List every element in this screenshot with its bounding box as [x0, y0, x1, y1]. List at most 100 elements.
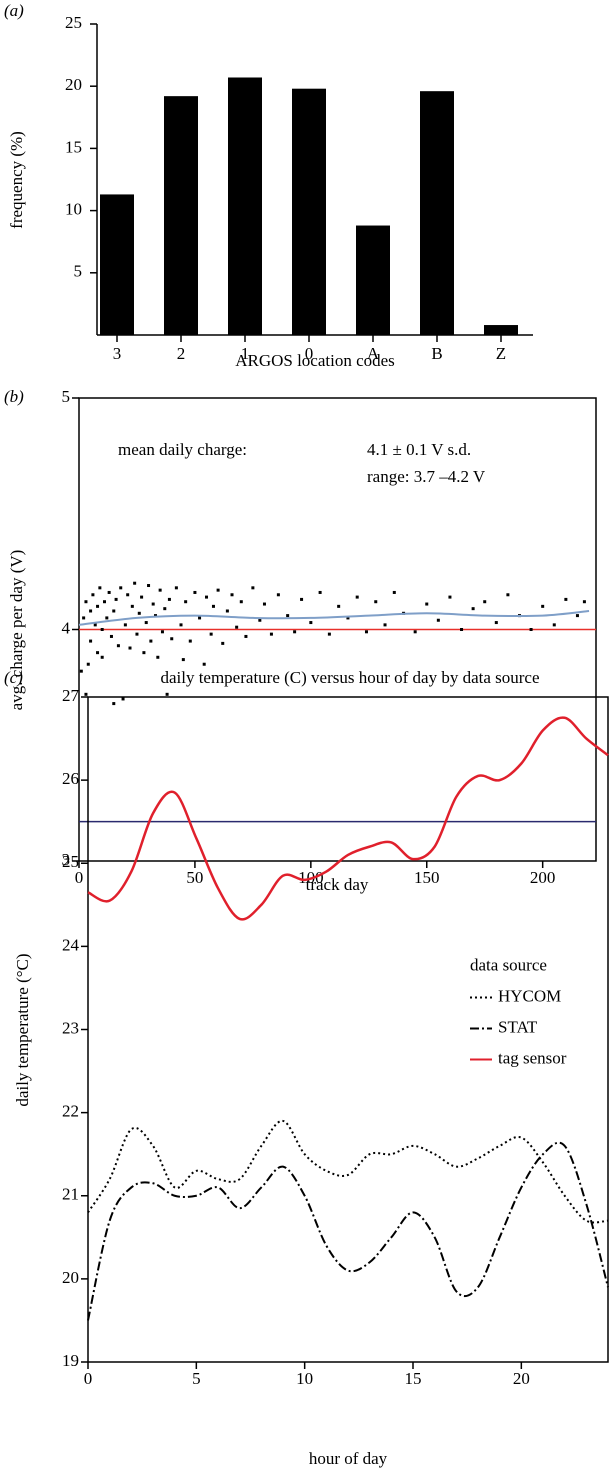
point [582, 600, 586, 604]
annotation: range: 3.7 –4.2 V [367, 467, 486, 486]
point [425, 602, 429, 606]
point [160, 630, 164, 634]
annotation: 4.1 ± 0.1 V s.d. [367, 440, 471, 459]
point [244, 634, 248, 638]
point [269, 632, 273, 636]
point [436, 618, 440, 622]
bar [484, 325, 518, 335]
series-line [87, 716, 609, 921]
x-tick-label: 5 [192, 1369, 201, 1388]
point [471, 607, 475, 611]
point [93, 623, 97, 627]
point [239, 600, 243, 604]
x-tick-label: 10 [296, 1369, 313, 1388]
panel-label: (a) [4, 1, 24, 20]
point [211, 604, 215, 608]
point [216, 588, 220, 592]
y-tick-label: 26 [62, 769, 79, 788]
x-tick-label: B [431, 344, 442, 363]
point [126, 593, 130, 597]
legend-title: data source [470, 955, 547, 974]
point [89, 609, 93, 613]
point [123, 623, 127, 627]
point [116, 644, 120, 648]
x-axis-label: ARGOS location codes [235, 351, 395, 370]
point [374, 600, 378, 604]
point [276, 593, 280, 597]
x-axis-label: hour of day [309, 1449, 388, 1468]
point [82, 616, 86, 620]
point [179, 623, 183, 627]
panel-label: (c) [4, 668, 23, 687]
y-tick-label: 24 [62, 935, 80, 954]
point [309, 621, 313, 625]
chart-title: daily temperature (C) versus hour of day… [160, 668, 539, 687]
point [109, 634, 113, 638]
x-tick-label: 2 [177, 344, 186, 363]
point [119, 586, 123, 590]
point [154, 614, 158, 618]
point [100, 655, 104, 659]
point [163, 607, 167, 611]
point [91, 593, 95, 597]
y-tick-label: 22 [62, 1102, 79, 1121]
x-tick-label: A [367, 344, 380, 363]
point [392, 590, 396, 594]
point [105, 616, 109, 620]
point [112, 702, 116, 706]
point [346, 616, 350, 620]
series-line [87, 1119, 609, 1224]
point [205, 595, 209, 599]
y-tick-label: 10 [65, 200, 82, 219]
point [293, 630, 297, 634]
point [529, 628, 533, 631]
y-axis-label: frequency (%) [7, 131, 26, 229]
x-tick-label: 15 [405, 1369, 422, 1388]
point [103, 600, 107, 604]
point [84, 600, 88, 604]
point [202, 662, 206, 666]
x-tick-label: 0 [305, 344, 314, 363]
bar [100, 194, 134, 335]
point [364, 630, 368, 634]
point [575, 614, 579, 618]
point [494, 621, 498, 625]
point [100, 628, 104, 631]
bar [356, 225, 390, 335]
point [142, 651, 146, 655]
bar [228, 77, 262, 335]
point [258, 618, 262, 622]
y-axis-label: daily temperature (°C) [13, 953, 32, 1106]
bar [292, 88, 326, 335]
point [413, 630, 417, 634]
point [318, 590, 322, 594]
point [188, 639, 192, 643]
annotation: mean daily charge: [118, 440, 247, 459]
y-tick-label: 15 [65, 137, 82, 156]
point [137, 611, 141, 615]
point [460, 628, 464, 631]
point [383, 623, 387, 627]
x-tick-label: 3 [113, 344, 122, 363]
bar [164, 96, 198, 335]
y-tick-label: 27 [62, 686, 80, 705]
y-tick-label: 3 [62, 850, 71, 869]
x-tick-label: 150 [414, 868, 440, 887]
point [337, 604, 341, 608]
point [286, 614, 290, 618]
y-tick-label: 21 [62, 1185, 79, 1204]
y-tick-label: 23 [62, 1018, 79, 1037]
point [144, 621, 148, 625]
point [251, 586, 255, 590]
point [506, 593, 510, 597]
point [355, 595, 359, 599]
point [209, 632, 213, 636]
point [140, 595, 144, 599]
y-tick-label: 20 [65, 75, 82, 94]
point [564, 597, 568, 601]
y-tick-label: 25 [65, 13, 82, 32]
point [133, 581, 137, 585]
point [107, 590, 111, 594]
point [225, 609, 229, 613]
point [221, 641, 225, 645]
